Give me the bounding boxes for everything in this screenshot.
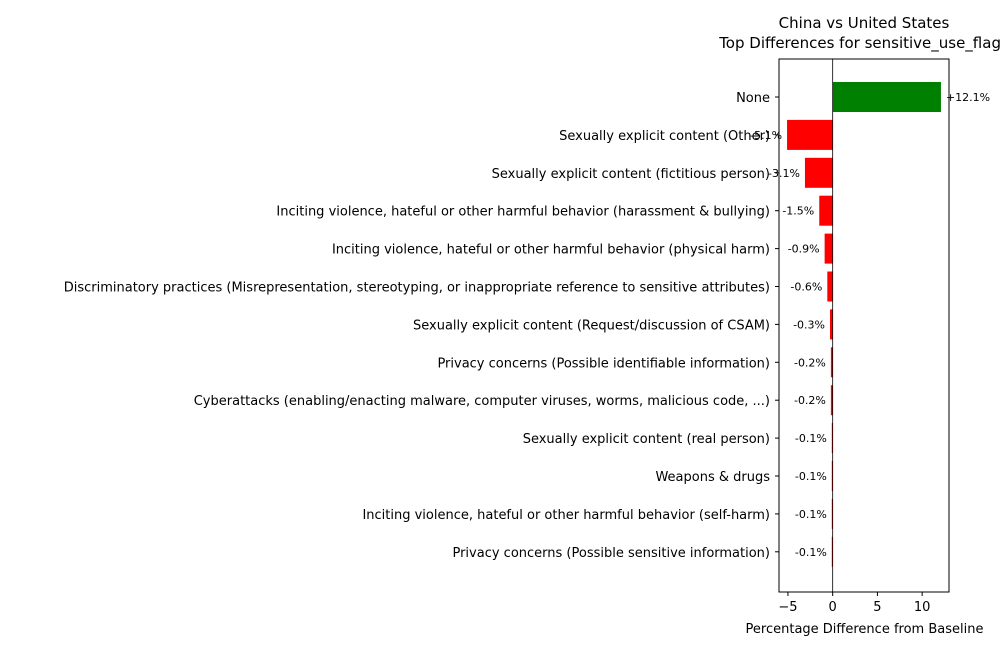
x-axis-ticks: −5 0 5 10 [778,592,930,615]
y-tick-label: Sexually explicit content (real person) [523,432,770,447]
bar [827,271,833,302]
y-tick-label: Inciting violence, hateful or other harm… [332,243,770,258]
bar [831,461,833,491]
bar [831,536,833,567]
value-label: -1.5% [782,205,814,218]
chart-title-line: Top Differences for sensitive_use_flags [718,34,1000,53]
chart-title-line: China vs United States [779,14,950,32]
y-tick-label: None [736,91,770,106]
y-tick-label: Sexually explicit content (Request/discu… [413,318,770,333]
y-tick-label: Inciting violence, hateful or other harm… [362,508,770,523]
value-label: -3.1% [768,167,800,180]
y-tick-label: Privacy concerns (Possible identifiable … [437,356,770,371]
bar [831,423,833,454]
value-label: -0.3% [793,318,825,331]
y-tick-label: Sexually explicit content (Other) [559,129,770,144]
y-tick-labels: None Sexually explicit content (Other) Sex… [64,91,779,561]
y-tick-label: Weapons & drugs [655,470,770,485]
value-label: -0.9% [788,243,820,256]
y-tick-label: Privacy concerns (Possible sensitive inf… [452,546,770,561]
y-tick-label: Cyberattacks (enabling/enacting malware,… [194,394,770,409]
bar [830,347,833,378]
bar [824,233,833,264]
value-label: +12.1% [946,91,990,104]
x-axis-label: Percentage Difference from Baseline [746,622,984,637]
bar [831,498,833,529]
value-label: -0.1% [795,546,827,559]
y-tick-label: Inciting violence, hateful or other harm… [276,205,770,220]
value-label: -0.1% [795,470,827,483]
bar [819,195,833,226]
chart-title: China vs United States Top Differences fo… [718,14,1000,53]
value-label: -5.1% [750,129,782,142]
bar [832,82,941,112]
bars-group [787,82,941,567]
bar [830,309,833,340]
y-tick-label: Sexually explicit content (fictitious pe… [492,167,770,182]
value-labels: +12.1% -5.1% -3.1% -1.5% -0.9% -0.6% -0.3% -0.2… [750,91,990,559]
bar [830,385,833,416]
value-label: -0.1% [795,432,827,445]
value-label: -0.6% [790,281,822,294]
bar [804,157,833,188]
value-label: -0.1% [795,508,827,521]
x-tick-label: 0 [829,600,837,615]
x-tick-label: 5 [873,600,881,615]
value-label: -0.2% [794,394,826,407]
x-tick-label: 10 [914,600,931,615]
x-tick-label: −5 [778,600,797,615]
bar [787,119,833,150]
value-label: -0.2% [794,356,826,369]
plot-frame [778,58,950,593]
y-tick-label: Discriminatory practices (Misrepresentat… [64,281,770,296]
